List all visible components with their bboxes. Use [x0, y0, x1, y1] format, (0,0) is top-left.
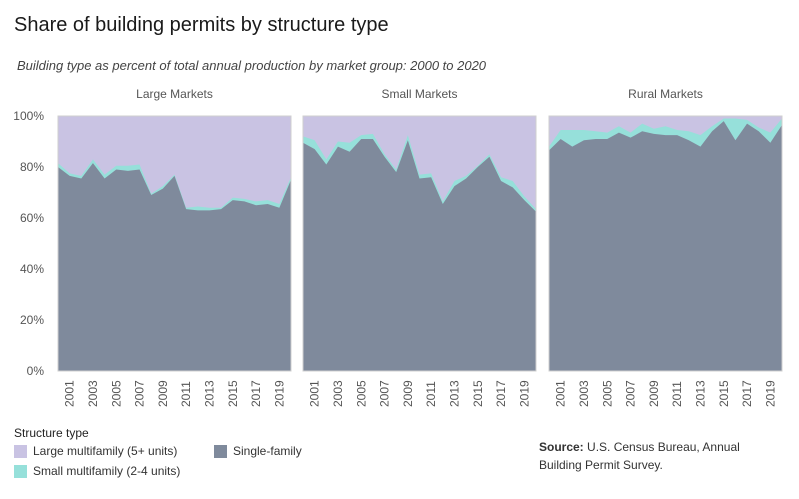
x-tick-label: 2017 [249, 380, 263, 407]
legend-label-large: Large multifamily (5+ units) [33, 444, 178, 458]
x-tick-label: 2011 [424, 381, 438, 407]
x-tick-label: 2013 [447, 380, 461, 407]
panel-frame-small-markets [302, 115, 537, 372]
x-tick-label: 2015 [471, 380, 485, 407]
x-tick-label: 2009 [156, 380, 170, 407]
x-tick-label: 2013 [202, 380, 216, 407]
area-single-family-small-markets [303, 138, 536, 371]
x-tick-label: 2019 [763, 380, 777, 407]
x-tick-label: 2011 [670, 381, 684, 407]
x-tick-label: 2001 [63, 380, 77, 407]
chart-subtitle: Building type as percent of total annual… [17, 58, 487, 73]
legend-item-large-multifamily: Large multifamily (5+ units) [14, 444, 177, 458]
x-tick-label: 2009 [401, 380, 415, 407]
x-tick-label: 2003 [577, 380, 591, 407]
area-single-family-large-markets [58, 163, 291, 371]
y-tick-label: 20% [20, 313, 44, 327]
legend-title: Structure type [14, 426, 89, 440]
x-tick-label: 2005 [109, 380, 123, 407]
source-note: Source: U.S. Census Bureau, Annual Build… [539, 438, 779, 474]
x-tick-label: 2013 [693, 380, 707, 407]
y-tick-label: 60% [20, 211, 44, 225]
source-label: Source: [539, 440, 584, 454]
x-tick-label: 2001 [308, 380, 322, 407]
legend-item-small-multifamily: Small multifamily (2-4 units) [14, 464, 180, 478]
x-tick-label: 2003 [331, 380, 345, 407]
x-tick-label: 2019 [517, 380, 531, 407]
x-tick-label: 2007 [624, 380, 638, 407]
legend-label-small: Small multifamily (2-4 units) [33, 464, 181, 478]
y-tick-label: 80% [20, 160, 44, 174]
y-tick-label: 100% [13, 109, 44, 123]
x-tick-label: 2007 [133, 380, 147, 407]
x-tick-label: 2017 [494, 380, 508, 407]
y-tick-label: 0% [27, 364, 45, 378]
panel-frame-rural-markets [548, 115, 783, 372]
panel-title-small-markets: Small Markets [381, 87, 457, 101]
legend-item-single-family: Single-family [214, 444, 302, 458]
chart-title: Share of building permits by structure t… [14, 14, 389, 36]
x-tick-label: 2005 [354, 380, 368, 407]
x-tick-label: 2015 [226, 380, 240, 407]
x-tick-label: 2017 [740, 380, 754, 407]
legend-label-single: Single-family [233, 444, 302, 458]
legend-swatch-large [14, 444, 27, 458]
source-text: U.S. Census Bureau, Annual Building Perm… [539, 440, 740, 472]
panel-title-large-markets: Large Markets [136, 87, 213, 101]
y-tick-label: 40% [20, 262, 44, 276]
panel-title-rural-markets: Rural Markets [628, 87, 703, 101]
x-tick-label: 2001 [554, 380, 568, 407]
x-tick-label: 2009 [647, 380, 661, 407]
x-tick-label: 2007 [378, 380, 392, 407]
area-single-family-rural-markets [549, 121, 782, 371]
legend-swatch-single [214, 444, 227, 458]
x-tick-label: 2015 [717, 380, 731, 407]
x-tick-label: 2005 [600, 380, 614, 407]
panel-frame-large-markets [57, 115, 292, 372]
legend-swatch-small [14, 464, 27, 478]
x-tick-label: 2019 [272, 380, 286, 407]
x-tick-label: 2011 [179, 381, 193, 407]
x-tick-label: 2003 [86, 380, 100, 407]
legend: Structure type Large multifamily (5+ uni… [14, 426, 302, 478]
